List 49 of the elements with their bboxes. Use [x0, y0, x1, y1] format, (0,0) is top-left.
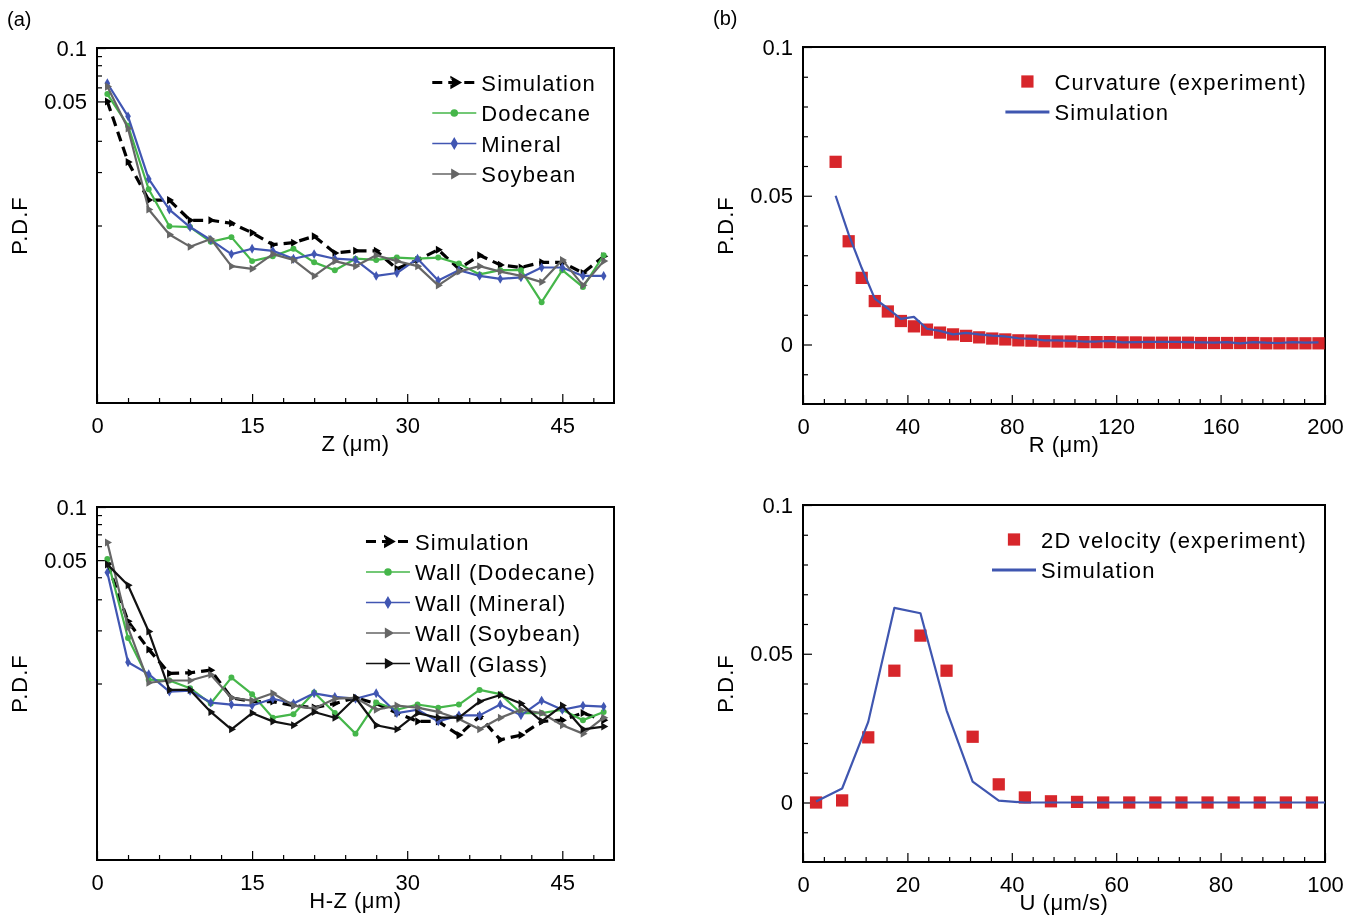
x-tick-label: 0: [91, 412, 104, 438]
x-tick-label: 200: [1307, 413, 1344, 439]
x-tick-label: 40: [895, 413, 921, 439]
y-tick-label: 0: [780, 790, 793, 816]
legend-label: Mineral: [481, 131, 562, 156]
x-tick-label: 120: [1098, 413, 1136, 439]
x-tick-label: 0: [91, 869, 104, 895]
x-tick-label: 160: [1202, 413, 1240, 439]
y-tick-label: 0.05: [44, 88, 87, 114]
x-tick-label: 0: [797, 413, 810, 439]
y-tick-label: 0.1: [762, 492, 793, 518]
x-tick-label: 15: [240, 412, 265, 438]
x-tick-label: 80: [1000, 413, 1025, 439]
legend-label: Simulation: [481, 70, 596, 95]
y-tick-label: 0.1: [56, 35, 87, 61]
legend-label: Dodecane: [481, 100, 592, 126]
legend-label: Wall (Dodecane): [414, 559, 596, 585]
y-axis-title: P.D.F: [7, 196, 32, 255]
x-tick-label: 30: [395, 412, 420, 438]
y-tick-label: 0.1: [762, 34, 793, 60]
x-axis-title: Z (μm): [321, 431, 390, 456]
text: (b): [713, 7, 738, 29]
x-tick-label: 60: [1104, 871, 1129, 897]
legend-label: Soybean: [481, 161, 577, 187]
legend-label: Wall (Mineral): [414, 590, 567, 615]
x-tick-label: 80: [1208, 871, 1234, 897]
y-axis-title: P.D.F: [713, 654, 738, 713]
x-axis-title: R (μm): [1028, 432, 1100, 457]
y-tick-label: 0.05: [750, 641, 793, 667]
x-tick-label: 15: [240, 869, 265, 895]
x-tick-label: 45: [550, 869, 576, 895]
legend-label: Simulation: [1041, 557, 1156, 583]
legend-label: Curvature (experiment): [1054, 69, 1307, 94]
legend-label: Wall (Soybean): [414, 620, 582, 646]
text: (a): [7, 8, 32, 30]
legend-label: Simulation: [1054, 99, 1170, 125]
y-axis-title: P.D.F: [7, 654, 32, 713]
legend-label: Simulation: [414, 529, 530, 554]
x-tick-label: 0: [797, 871, 810, 897]
y-tick-label: 0.05: [750, 183, 793, 209]
y-tick-label: 0: [780, 332, 793, 358]
x-tick-label: 45: [550, 412, 576, 438]
y-tick-label: 0.05: [44, 547, 87, 573]
x-tick-label: 20: [895, 871, 921, 897]
legend-label: 2D velocity (experiment): [1041, 527, 1307, 552]
x-tick-label: 100: [1307, 871, 1344, 897]
legend-label: Wall (Glass): [414, 651, 549, 676]
y-axis-title: P.D.F: [713, 196, 738, 255]
y-tick-label: 0.1: [56, 494, 87, 520]
